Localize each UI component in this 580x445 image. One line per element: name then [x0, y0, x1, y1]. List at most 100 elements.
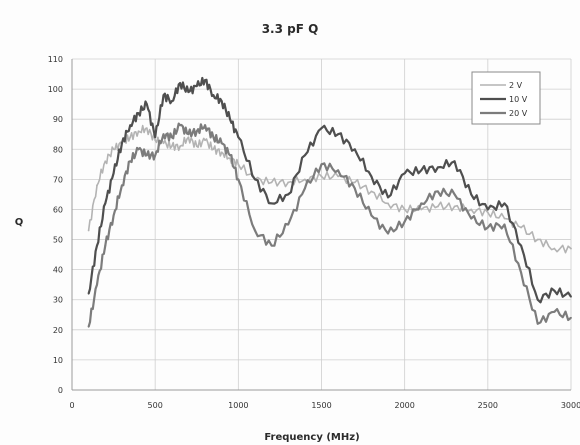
data-point	[87, 229, 90, 232]
data-point	[320, 127, 323, 130]
data-point	[303, 187, 306, 190]
data-point	[87, 292, 90, 295]
data-point	[220, 151, 223, 154]
data-point	[270, 202, 273, 205]
y-tick-label: 30	[53, 296, 63, 305]
data-point	[287, 223, 290, 226]
data-point	[536, 322, 539, 325]
data-point	[553, 310, 556, 313]
y-tick-label: 50	[53, 236, 63, 245]
series-1	[87, 124, 572, 254]
data-point	[453, 205, 456, 208]
data-point	[553, 247, 556, 250]
data-point	[437, 166, 439, 169]
x-tick-label: 500	[148, 401, 163, 410]
data-point	[104, 244, 107, 247]
data-point	[170, 136, 173, 139]
data-point	[162, 94, 165, 97]
x-tick-label: 1500	[311, 401, 331, 410]
y-tick-label: 100	[48, 85, 63, 94]
y-tick-label: 90	[53, 115, 63, 124]
data-point	[420, 169, 423, 172]
data-point	[179, 145, 182, 148]
data-point	[237, 136, 240, 139]
data-point	[229, 154, 231, 157]
y-tick-label: 0	[58, 386, 63, 395]
data-point	[420, 208, 423, 211]
data-point	[320, 175, 323, 178]
data-point	[187, 136, 190, 139]
data-point	[154, 136, 157, 139]
legend: 2 V 10 V 20 V	[471, 71, 541, 125]
data-point	[370, 190, 373, 193]
series-2	[87, 76, 572, 304]
data-point	[187, 133, 190, 136]
data-point	[320, 163, 323, 166]
data-point	[137, 112, 140, 115]
data-point	[270, 181, 273, 184]
y-axis-label: Q	[15, 217, 24, 228]
data-point	[129, 136, 132, 139]
data-point	[470, 208, 473, 211]
data-point	[403, 208, 406, 211]
x-tick-label: 3000	[561, 401, 580, 410]
data-point	[470, 217, 473, 220]
data-point	[212, 94, 215, 97]
series-line	[87, 122, 572, 328]
y-tick-label: 40	[53, 266, 63, 275]
x-tick-label: 0	[69, 401, 74, 410]
data-point	[254, 178, 256, 181]
data-point	[87, 325, 90, 328]
x-axis-label: Frequency (MHz)	[264, 432, 359, 443]
data-point	[204, 79, 206, 81]
data-point	[570, 295, 572, 298]
data-point	[145, 127, 148, 130]
data-point	[337, 175, 340, 178]
data-point	[570, 316, 572, 319]
data-point	[121, 184, 123, 187]
y-tick-label: 60	[53, 205, 63, 214]
data-point	[287, 193, 290, 196]
data-point	[170, 145, 173, 148]
axes: 0 10 20 30 40 50 60 70 80 90 100 110 0 500 1000 1500 200…	[48, 55, 580, 410]
data-point	[96, 184, 98, 187]
y-tick-label: 10	[53, 356, 63, 365]
series-lines	[87, 76, 572, 328]
data-point	[370, 175, 373, 178]
data-point	[212, 136, 215, 139]
data-point	[204, 124, 206, 127]
data-point	[129, 160, 132, 163]
data-point	[229, 157, 231, 160]
data-point	[212, 148, 215, 151]
y-tick-label: 110	[48, 55, 63, 64]
x-tick-label: 1000	[228, 401, 248, 410]
data-point	[520, 271, 522, 274]
data-point	[486, 226, 489, 229]
data-point	[403, 172, 406, 175]
data-point	[154, 139, 157, 142]
data-point	[353, 187, 356, 190]
data-point	[337, 133, 340, 136]
data-point	[470, 193, 473, 196]
chart-title: 3.3 pF Q	[262, 22, 319, 36]
data-point	[486, 208, 489, 211]
data-point	[179, 82, 182, 84]
data-point	[520, 244, 522, 247]
data-point	[536, 298, 539, 301]
data-point	[112, 214, 115, 217]
data-point	[520, 226, 522, 229]
data-point	[195, 145, 198, 148]
data-point	[96, 244, 98, 247]
data-point	[179, 124, 182, 127]
data-point	[337, 169, 340, 172]
data-point	[170, 100, 173, 103]
data-point	[437, 190, 439, 193]
data-point	[570, 247, 572, 250]
y-tick-label: 80	[53, 145, 63, 154]
data-point	[353, 181, 356, 184]
data-point	[536, 238, 539, 241]
data-point	[420, 202, 423, 205]
data-point	[270, 244, 273, 247]
data-point	[229, 118, 231, 121]
